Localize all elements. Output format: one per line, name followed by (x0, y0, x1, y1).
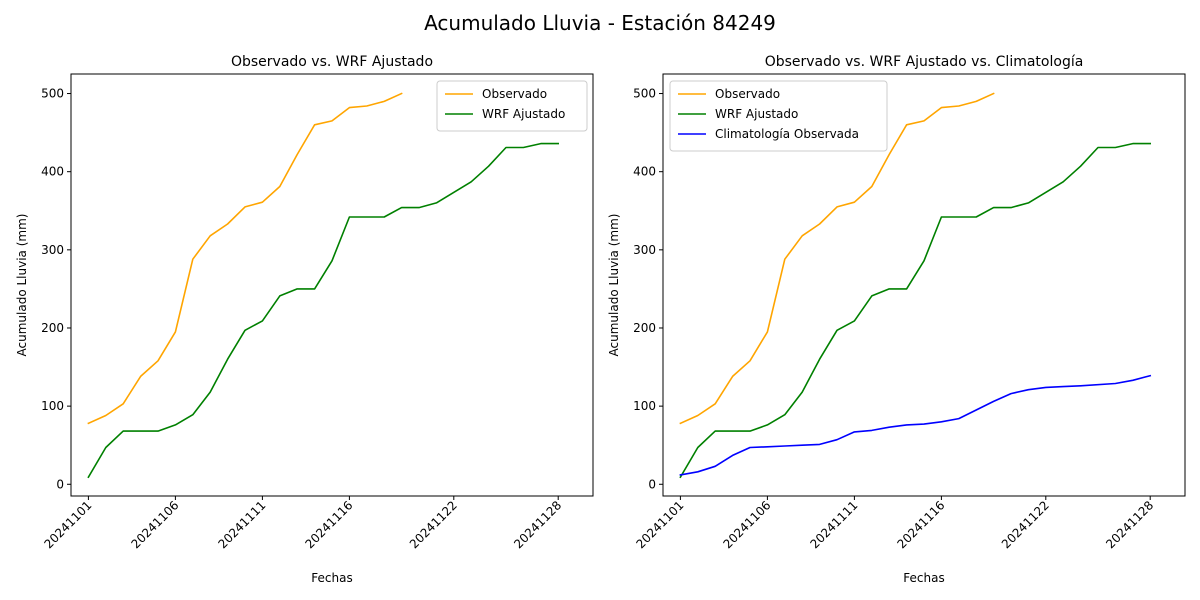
y-tick-label: 300 (41, 243, 64, 257)
legend-box (436, 80, 588, 132)
series-line-wrf-ajustado-left (87, 142, 560, 479)
legend-box (669, 80, 888, 152)
legend-label-wrf-ajustado: WRF Ajustado (715, 107, 798, 121)
y-tick-label: 0 (56, 477, 64, 491)
y-tick-label: 100 (41, 399, 64, 413)
x-tick-label: 20241122 (999, 498, 1052, 551)
y-tick-label: 0 (648, 477, 656, 491)
legend-right: Observado WRF Ajustado Climatología Observ… (669, 80, 888, 152)
chart-right-xlabel: Fechas (903, 571, 944, 585)
series-line-wrf-ajustado-right (679, 142, 1151, 479)
chart-right-ylabel: Acumulado Lluvia (mm) (607, 214, 621, 357)
chart-left: Observado vs. WRF Ajustado Fechas Acumul… (15, 54, 594, 585)
legend-label-climatologia-observada: Climatología Observada (715, 127, 859, 141)
x-tick-label: 20241128 (511, 498, 564, 551)
series-line-observado-right (679, 92, 995, 425)
chart-left-title: Observado vs. WRF Ajustado (231, 54, 433, 70)
plot-frame-left (70, 73, 594, 497)
legend-label-wrf-ajustado: WRF Ajustado (482, 107, 565, 121)
legend-left: Observado WRF Ajustado (436, 80, 588, 132)
legend-label-observado: Observado (715, 87, 780, 101)
x-tick-label: 20241111 (807, 498, 860, 551)
x-tick-label: 20241111 (215, 498, 268, 551)
y-tick-label: 500 (41, 87, 64, 101)
x-tick-label: 20241106 (720, 498, 773, 551)
figure-title: Acumulado Lluvia - Estación 84249 (424, 11, 776, 35)
chart-right: Observado vs. WRF Ajustado vs. Climatolo… (607, 54, 1186, 585)
plot-frame-right (662, 73, 1186, 497)
x-tick-label: 20241116 (894, 498, 947, 551)
y-tick-label: 400 (633, 165, 656, 179)
legend-label-observado: Observado (482, 87, 547, 101)
chart-left-xlabel: Fechas (311, 571, 352, 585)
y-tick-label: 300 (633, 243, 656, 257)
x-tick-label: 20241122 (407, 498, 460, 551)
y-tick-label: 500 (633, 87, 656, 101)
chart-right-title: Observado vs. WRF Ajustado vs. Climatolo… (765, 54, 1084, 70)
x-tick-label: 20241101 (633, 498, 686, 551)
y-tick-label: 200 (633, 321, 656, 335)
chart-left-ylabel: Acumulado Lluvia (mm) (15, 214, 29, 357)
x-tick-label: 20241116 (302, 498, 355, 551)
series-line-observado-left (87, 92, 403, 425)
y-tick-label: 200 (41, 321, 64, 335)
y-tick-label: 400 (41, 165, 64, 179)
x-tick-label: 20241101 (41, 498, 94, 551)
y-tick-label: 100 (633, 399, 656, 413)
x-tick-label: 20241128 (1103, 498, 1156, 551)
series-line-climatologia-observada-right (679, 374, 1152, 476)
x-tick-label: 20241106 (128, 498, 181, 551)
